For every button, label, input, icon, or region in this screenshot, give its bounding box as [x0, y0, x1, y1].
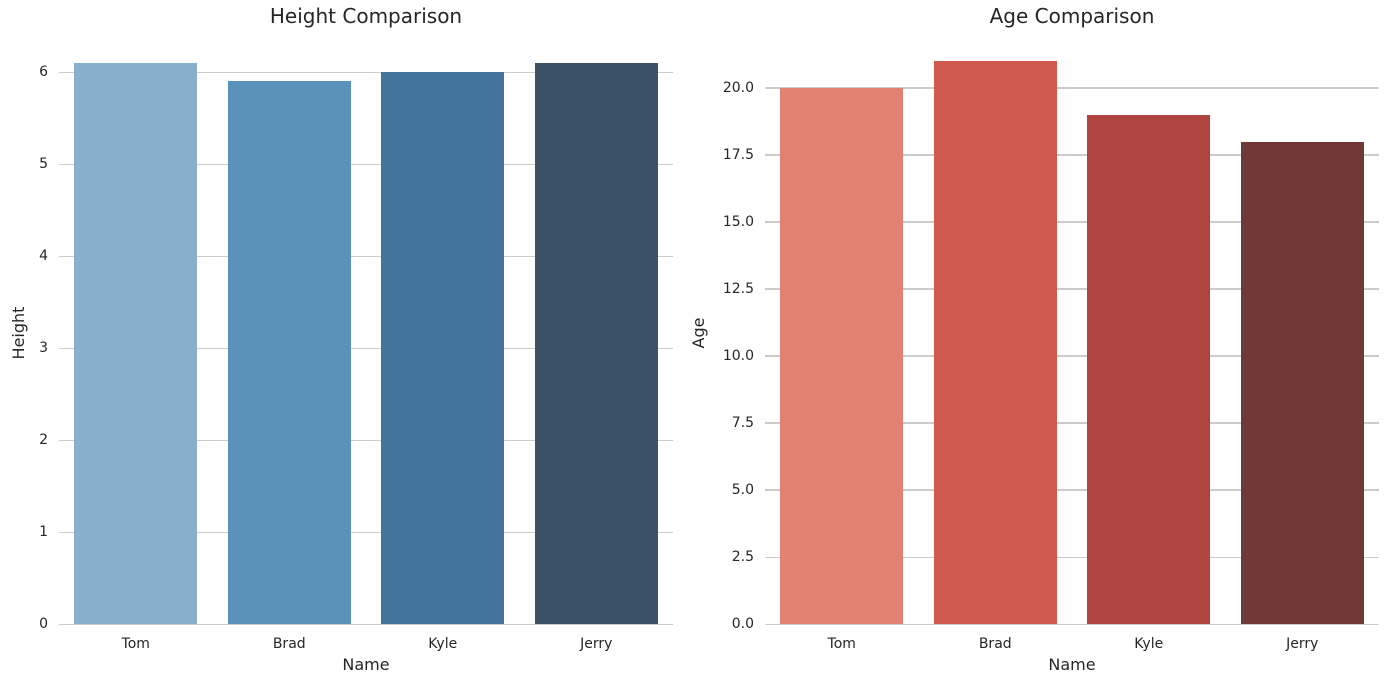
y-tick-label: 5 [39, 156, 48, 173]
gridline [765, 623, 1379, 625]
y-tick-label: 0 [39, 616, 48, 632]
x-tick-label: Kyle [1134, 636, 1164, 652]
chart-title: Age Comparison [989, 4, 1155, 28]
bar-brad [227, 81, 351, 624]
y-tick-label: 0.0 [731, 616, 754, 632]
gridline [765, 221, 1379, 223]
y-tick-label: 2 [39, 432, 48, 449]
gridline [59, 163, 673, 166]
y-tick-label: 3 [39, 340, 48, 357]
bar-kyle [1087, 114, 1211, 624]
bar-kyle [381, 72, 505, 624]
x-tick-label: Tom [121, 636, 150, 652]
plot-area: 0.0 2.5 5.0 7.5 10.0 12.5 15.0 17.5 20.0 Tom Brad K… [723, 41, 1380, 652]
x-tick-label: Jerry [1286, 636, 1319, 652]
gridline [765, 87, 1379, 89]
category-slot: Kyle [366, 41, 520, 652]
x-tick-label: Brad [272, 636, 306, 652]
height-comparison-chart: Height Comparison Height 0 1 2 3 4 5 6 Tom Brad K… [9, 4, 674, 674]
y-tick-label: 12.5 [722, 280, 754, 297]
x-tick-label: Brad [978, 636, 1012, 652]
y-tick-label: 1 [39, 524, 48, 541]
y-tick-label: 15.0 [722, 213, 754, 230]
y-tick-label: 2.5 [731, 549, 754, 565]
bar-tom [74, 63, 198, 624]
x-axis-label: Name [1048, 655, 1096, 674]
y-tick-label: 6 [39, 64, 48, 81]
x-tick-label: Tom [827, 636, 856, 652]
y-tick-label: 10.0 [722, 347, 754, 364]
gridline [765, 422, 1379, 424]
y-tick-label: 5.0 [731, 481, 754, 498]
category-slot: Tom [765, 41, 919, 652]
gridline [59, 255, 673, 258]
gridline [765, 556, 1379, 558]
y-tick-label: 17.5 [722, 146, 754, 163]
y-tick-label: 4 [39, 248, 48, 265]
gridline [765, 288, 1379, 290]
category-slot: Jerry [1226, 41, 1380, 652]
y-axis-label: Age [689, 317, 708, 348]
x-axis-label: Name [342, 655, 390, 674]
category-slot: Jerry [520, 41, 674, 652]
bar-tom [780, 87, 904, 624]
gridline [765, 154, 1379, 156]
gridline [59, 439, 673, 442]
y-axis-label: Height [9, 306, 28, 359]
chart-title: Height Comparison [269, 4, 463, 28]
category-slot: Brad [213, 41, 367, 652]
y-tick-label: 20.0 [722, 79, 754, 96]
x-tick-label: Jerry [580, 636, 613, 652]
gridline [765, 489, 1379, 491]
gridline [59, 623, 673, 625]
y-tick-label: 7.5 [731, 414, 754, 431]
x-tick-label: Kyle [428, 636, 458, 652]
category-slot: Kyle [1072, 41, 1226, 652]
bar-jerry [534, 63, 658, 624]
plot-area: 0 1 2 3 4 5 6 Tom Brad Kyle Jerry [39, 41, 674, 652]
category-slot: Brad [919, 41, 1073, 652]
gridline [59, 71, 673, 74]
bar-jerry [1240, 141, 1364, 624]
gridline [59, 347, 673, 350]
category-slot: Tom [59, 41, 213, 652]
age-comparison-chart: Age Comparison Age 0.0 2.5 5.0 7.5 10.0 12.5 1… [689, 4, 1380, 674]
gridline [765, 355, 1379, 357]
bar-brad [933, 61, 1057, 624]
gridline [59, 531, 673, 534]
